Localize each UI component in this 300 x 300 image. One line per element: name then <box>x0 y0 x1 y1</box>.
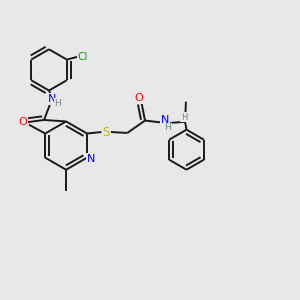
Text: N: N <box>161 115 169 125</box>
Text: H: H <box>165 123 171 132</box>
Text: H: H <box>55 99 61 108</box>
Text: S: S <box>102 125 110 139</box>
Text: Cl: Cl <box>78 52 88 62</box>
Text: N: N <box>48 94 56 104</box>
Text: O: O <box>18 117 27 127</box>
Text: N: N <box>87 154 95 164</box>
Text: H: H <box>181 112 187 122</box>
Text: O: O <box>135 94 143 103</box>
